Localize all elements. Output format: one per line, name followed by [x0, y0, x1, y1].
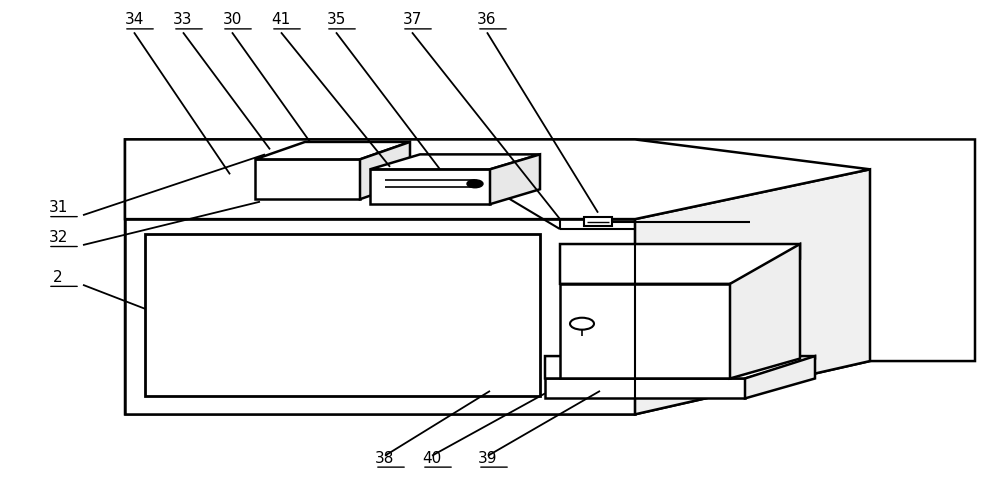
- Text: 30: 30: [222, 12, 242, 27]
- Polygon shape: [125, 139, 870, 219]
- Text: 34: 34: [124, 12, 144, 27]
- Text: 36: 36: [477, 12, 497, 27]
- Polygon shape: [255, 159, 360, 199]
- Polygon shape: [255, 142, 410, 159]
- Bar: [584, 217, 612, 226]
- Polygon shape: [545, 378, 745, 398]
- Text: 33: 33: [173, 12, 193, 27]
- Text: 37: 37: [402, 12, 422, 27]
- Text: 39: 39: [478, 451, 498, 466]
- Polygon shape: [545, 356, 815, 378]
- Polygon shape: [635, 169, 870, 414]
- Polygon shape: [125, 139, 975, 414]
- Text: 2: 2: [53, 270, 63, 285]
- Text: 40: 40: [422, 451, 442, 466]
- Text: 38: 38: [375, 451, 395, 466]
- Circle shape: [467, 180, 483, 188]
- Polygon shape: [560, 284, 730, 378]
- Text: 35: 35: [326, 12, 346, 27]
- Polygon shape: [730, 244, 800, 378]
- Polygon shape: [370, 154, 540, 169]
- Polygon shape: [360, 142, 410, 199]
- Polygon shape: [145, 234, 540, 396]
- Polygon shape: [370, 169, 490, 204]
- Text: 41: 41: [271, 12, 291, 27]
- Text: 32: 32: [48, 230, 68, 245]
- Polygon shape: [125, 219, 635, 414]
- Polygon shape: [490, 154, 540, 204]
- Polygon shape: [745, 356, 815, 398]
- Text: 31: 31: [48, 200, 68, 215]
- Polygon shape: [560, 244, 800, 284]
